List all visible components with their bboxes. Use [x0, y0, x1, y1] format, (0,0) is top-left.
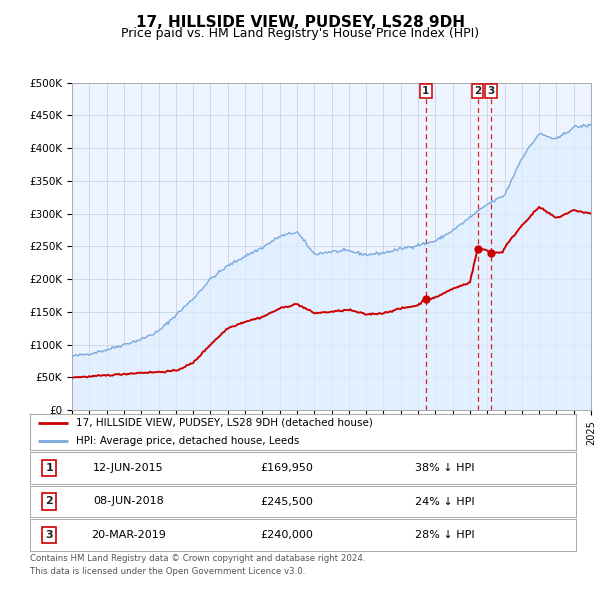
Text: Price paid vs. HM Land Registry's House Price Index (HPI): Price paid vs. HM Land Registry's House …: [121, 27, 479, 40]
Text: 2: 2: [474, 86, 481, 96]
Text: £245,500: £245,500: [260, 497, 313, 506]
Text: 28% ↓ HPI: 28% ↓ HPI: [415, 530, 475, 540]
Text: HPI: Average price, detached house, Leeds: HPI: Average price, detached house, Leed…: [76, 436, 300, 446]
Text: 12-JUN-2015: 12-JUN-2015: [93, 463, 164, 473]
Text: 2: 2: [45, 497, 53, 506]
Text: 17, HILLSIDE VIEW, PUDSEY, LS28 9DH: 17, HILLSIDE VIEW, PUDSEY, LS28 9DH: [136, 15, 464, 30]
Text: 38% ↓ HPI: 38% ↓ HPI: [415, 463, 475, 473]
Text: This data is licensed under the Open Government Licence v3.0.: This data is licensed under the Open Gov…: [30, 567, 305, 576]
Text: 3: 3: [487, 86, 494, 96]
Text: 20-MAR-2019: 20-MAR-2019: [91, 530, 166, 540]
Text: £240,000: £240,000: [260, 530, 313, 540]
Text: £169,950: £169,950: [260, 463, 313, 473]
Text: Contains HM Land Registry data © Crown copyright and database right 2024.: Contains HM Land Registry data © Crown c…: [30, 554, 365, 563]
Text: 1: 1: [422, 86, 429, 96]
Text: 17, HILLSIDE VIEW, PUDSEY, LS28 9DH (detached house): 17, HILLSIDE VIEW, PUDSEY, LS28 9DH (det…: [76, 418, 373, 428]
Text: 3: 3: [45, 530, 53, 540]
Text: 1: 1: [45, 463, 53, 473]
Text: 08-JUN-2018: 08-JUN-2018: [93, 497, 164, 506]
Text: 24% ↓ HPI: 24% ↓ HPI: [415, 497, 475, 506]
